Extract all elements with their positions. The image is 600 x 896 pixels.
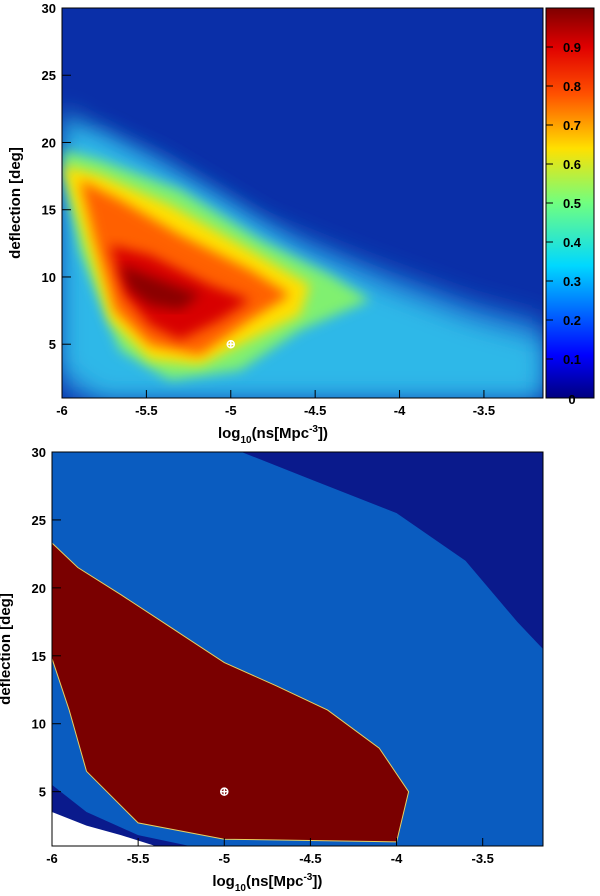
- best-fit-marker: [226, 339, 236, 349]
- x-tick-label: -6: [46, 851, 58, 866]
- heatmap-panel-top: -6 -5.5 -5 -4.5 -4 -3.5 5 10 15 20 25 30 deflection …: [7, 1, 595, 446]
- y-tick-label: 10: [42, 270, 56, 285]
- y-tick-label: 20: [32, 581, 46, 596]
- colorbar-tick-label: 0.1: [563, 352, 581, 367]
- y-tick-label: 5: [39, 785, 46, 800]
- x-tick-label: -6: [56, 403, 68, 418]
- y-axis-label: deflection [deg]: [7, 147, 24, 259]
- colorbar-tick-label: 0.2: [563, 313, 581, 328]
- region-excluded: [52, 812, 156, 846]
- y-tick-label: 15: [32, 649, 46, 664]
- x-tick-label: -5: [225, 403, 237, 418]
- colorbar-tick-label: 0.3: [563, 274, 581, 289]
- plot-frame-top: [61, 7, 544, 399]
- x-tick-label: -4.5: [304, 403, 326, 418]
- x-axis-label: log10(ns[Mpc-3]): [212, 872, 322, 891]
- y-tick-label: 30: [42, 1, 56, 16]
- colorbar-tick-label: 0.9: [563, 40, 581, 55]
- y-tick-label: 25: [32, 513, 46, 528]
- axes-top: -6 -5.5 -5 -4.5 -4 -3.5 5 10 15 20 25 30 deflection …: [7, 1, 495, 446]
- x-tick-label: -4.5: [299, 851, 321, 866]
- x-tick-label: -5: [218, 851, 230, 866]
- x-tick-label: -3.5: [473, 403, 495, 418]
- region-inner: [51, 541, 410, 843]
- colorbar-tick-label: 0.7: [563, 118, 581, 133]
- colorbar-tick-label: 0.5: [563, 196, 581, 211]
- axes-bottom: -6 -5.5 -5 -4.5 -4 -3.5 5 10 15 20 25 30 deflection …: [0, 445, 494, 894]
- x-tick-label: -5.5: [127, 851, 149, 866]
- best-fit-marker: [220, 787, 229, 796]
- y-tick-label: 25: [42, 68, 56, 83]
- x-tick-label: -5.5: [135, 403, 157, 418]
- colorbar-tick-label: 0.8: [563, 79, 581, 94]
- colorbar: 0 0.1 0.2 0.3 0.4 0.5 0.6 0.7 0.8 0.9: [545, 7, 595, 407]
- x-axis-label: log10(ns[Mpc-3]): [218, 424, 328, 446]
- region-panel-bottom: -6 -5.5 -5 -4.5 -4 -3.5 5 10 15 20 25 30 deflection …: [0, 445, 544, 894]
- heatmap-field-top: [62, 8, 543, 398]
- y-tick-label: 5: [49, 337, 56, 352]
- x-tick-label: -4: [394, 403, 406, 418]
- x-tick-label: -4: [391, 851, 403, 866]
- colorbar-tick-label: 0.6: [563, 157, 581, 172]
- colorbar-tick-label: 0: [568, 392, 575, 407]
- y-tick-label: 15: [42, 203, 56, 218]
- y-axis-label: deflection [deg]: [0, 593, 14, 705]
- x-tick-label: -3.5: [471, 851, 493, 866]
- y-tick-label: 20: [42, 135, 56, 150]
- y-tick-label: 30: [32, 445, 46, 460]
- y-tick-label: 10: [32, 717, 46, 732]
- regions-bottom: [51, 452, 543, 846]
- plot-frame-bottom: [51, 451, 544, 847]
- colorbar-tick-label: 0.4: [563, 235, 582, 250]
